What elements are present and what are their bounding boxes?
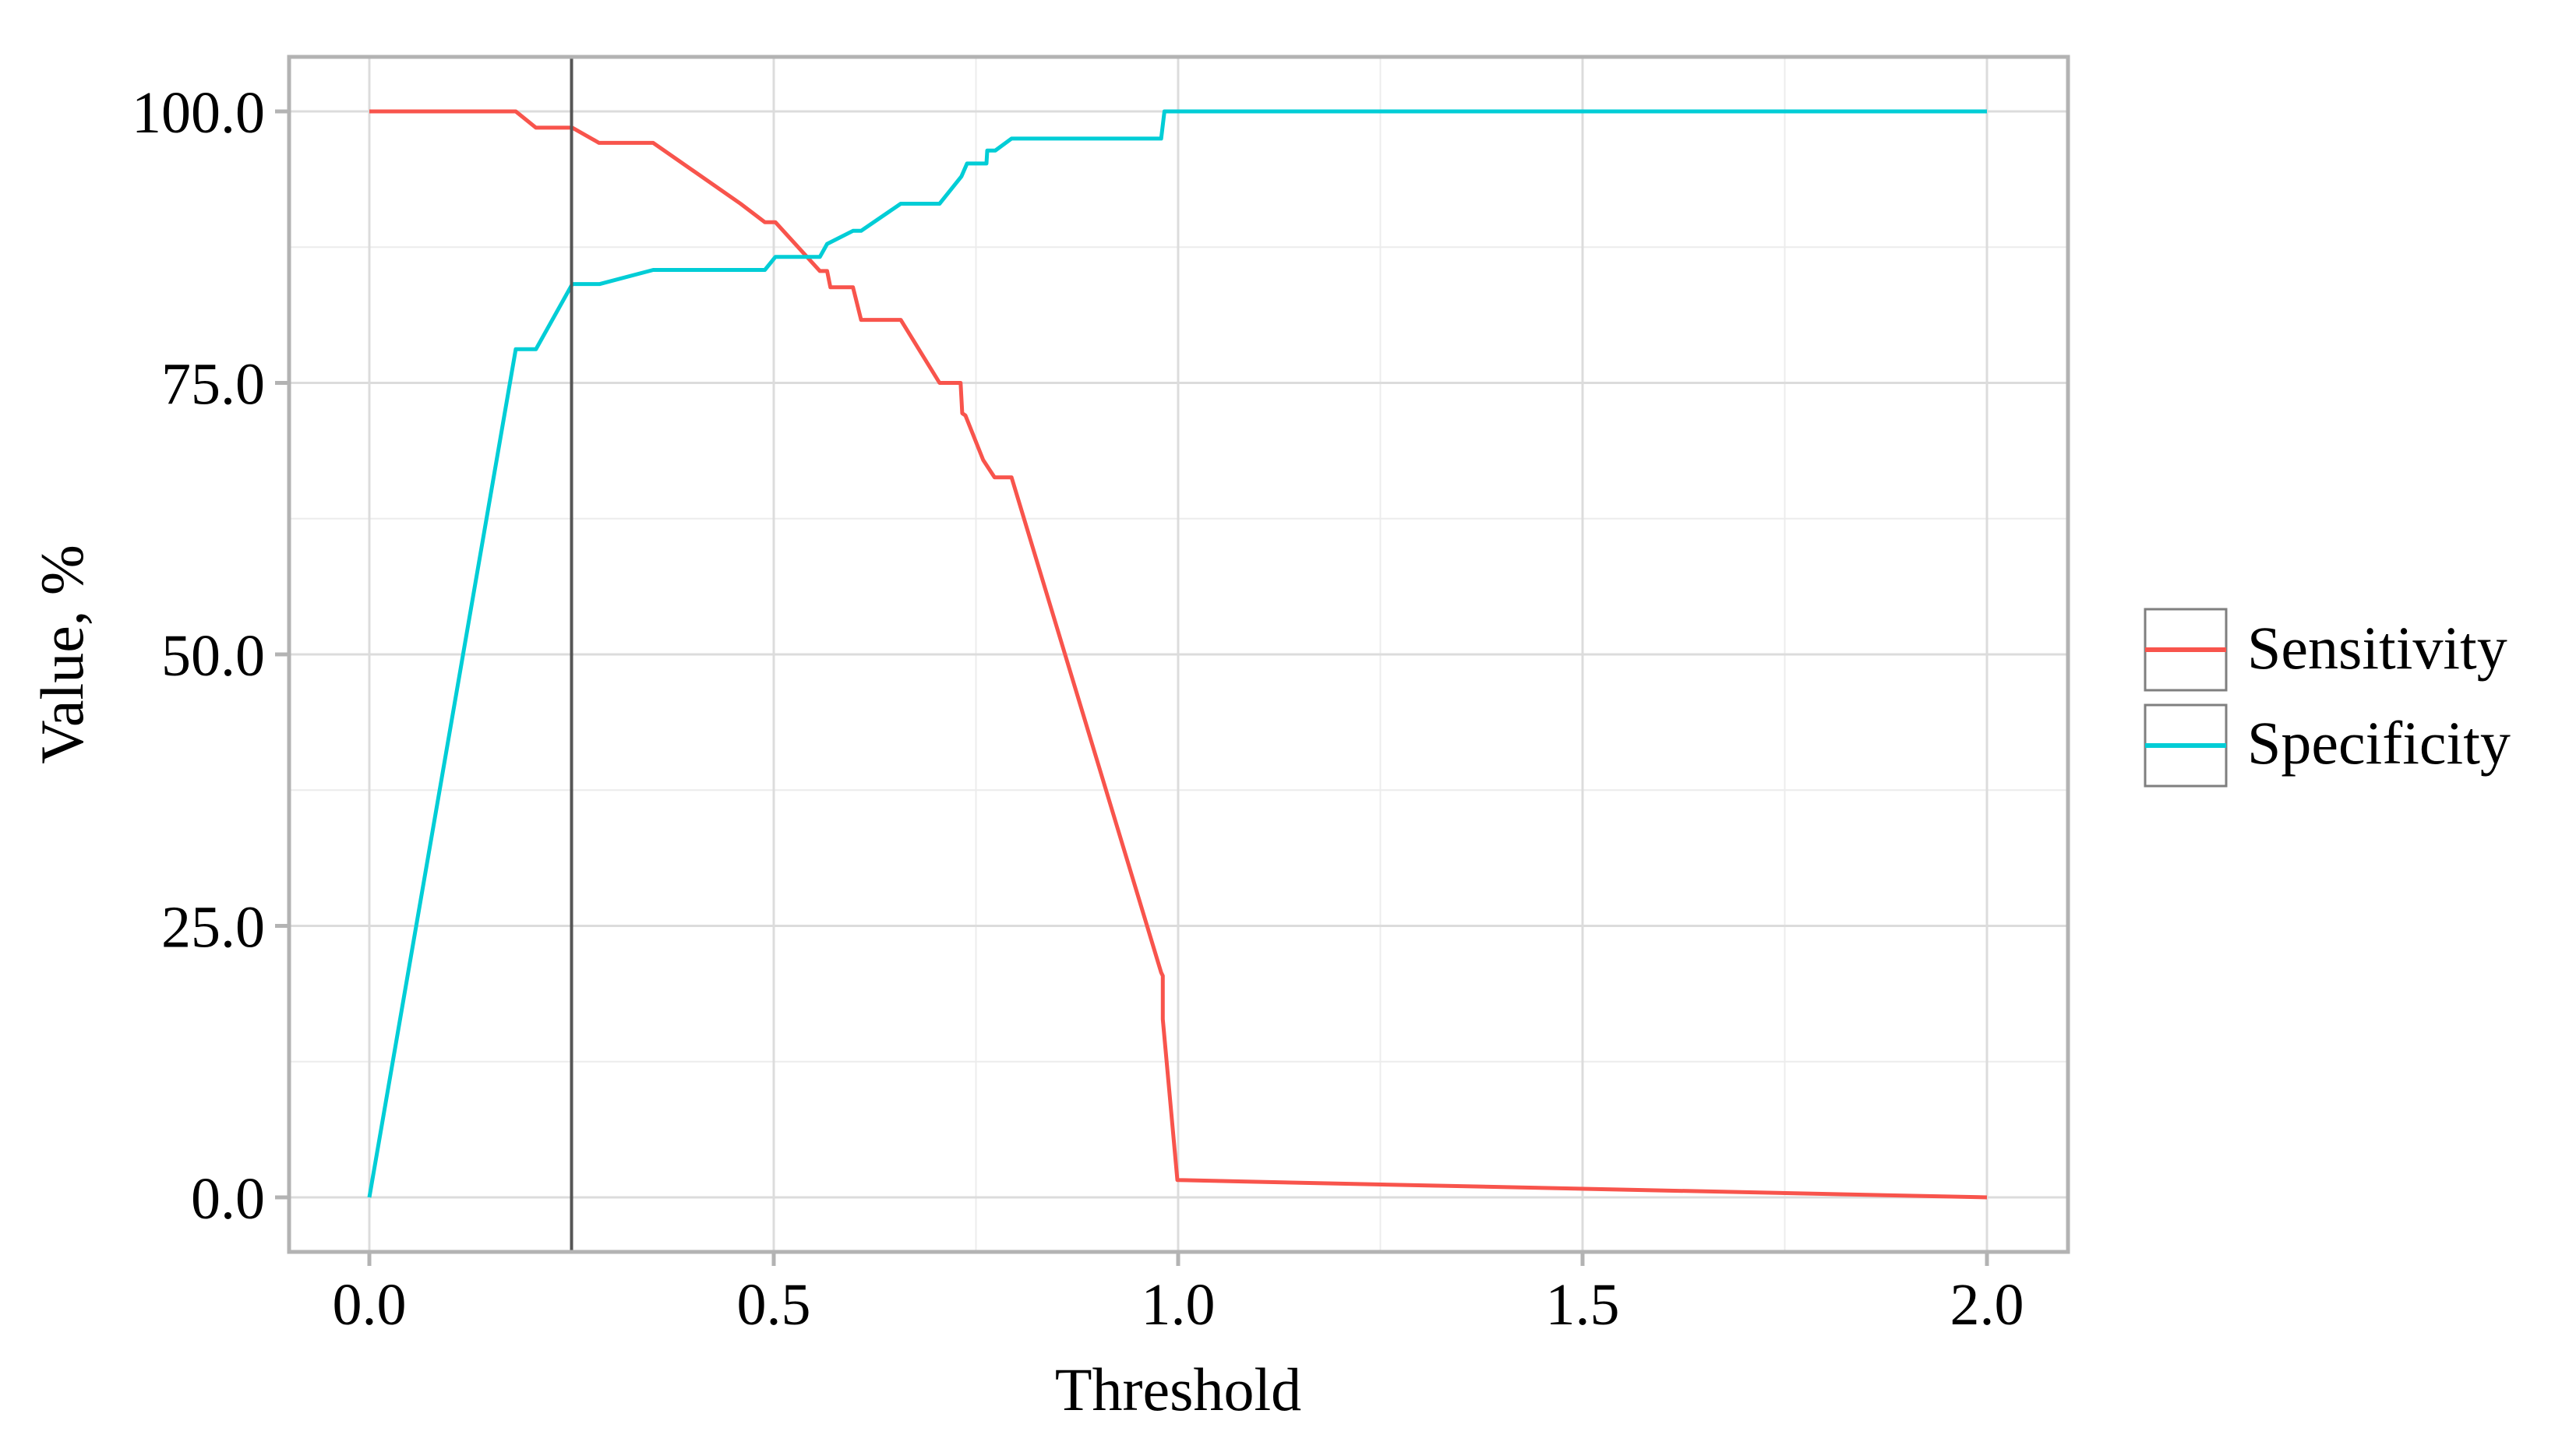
legend-label-sensitivity: Sensitivity [2247,614,2507,682]
y-tick-label: 0.0 [191,1166,265,1232]
legend-label-specificity: Specificity [2247,709,2511,777]
y-axis: 0.0 25.0 50.0 75.0 100.0 [132,80,289,1232]
legend-item-specificity: Specificity [2144,703,2511,788]
x-tick-label: 1.0 [1142,1272,1216,1338]
x-tick-label: 0.0 [333,1272,407,1338]
legend: Sensitivity Specificity [2144,608,2511,788]
x-axis-title: Threshold [1055,1356,1301,1423]
y-tick-label: 100.0 [132,80,265,146]
legend-item-sensitivity: Sensitivity [2144,608,2507,692]
x-tick-label: 1.5 [1546,1272,1620,1338]
x-tick-label: 2.0 [1950,1272,2024,1338]
series-line-sensitivity [369,109,1988,1200]
y-tick-label: 25.0 [161,895,265,961]
series-layer [367,109,1988,1200]
y-tick-label: 75.0 [161,352,265,418]
y-axis-title: Value, % [28,545,96,764]
major-gridlines [291,58,2066,1250]
series-line-specificity [367,109,1987,1198]
x-tick-label: 0.5 [737,1272,811,1338]
y-tick-label: 50.0 [161,623,265,689]
x-axis: 0.0 0.5 1.0 1.5 2.0 [333,1252,2024,1338]
